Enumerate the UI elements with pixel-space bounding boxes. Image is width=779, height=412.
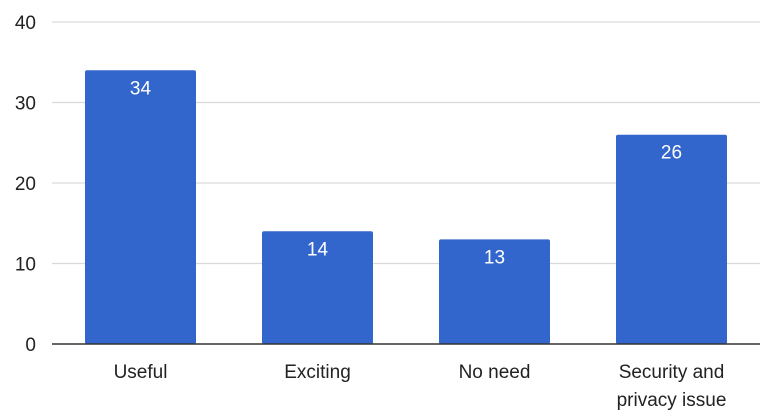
y-tick-label: 40 [15,13,36,34]
bar [85,70,196,345]
bars [85,70,727,345]
bar [262,231,373,344]
category-label: Security and [619,362,725,383]
x-axis-category-labels: Useful Exciting No need Security and privacy… [114,362,727,411]
y-tick-label: 0 [25,335,36,356]
category-label: No need [459,362,531,383]
category-label: Exciting [284,362,351,383]
y-tick-label: 10 [15,255,36,276]
y-tick-label: 30 [15,94,36,115]
bar [439,239,550,344]
data-labels: 34 14 13 26 [130,78,682,268]
bar-value-label: 34 [130,78,152,99]
category-label: Useful [114,362,168,383]
bar-value-label: 13 [484,247,505,268]
bar-value-label: 14 [307,239,329,260]
bar [616,134,727,344]
bar-value-label: 26 [661,143,682,164]
y-axis-tick-labels: 0 10 20 30 40 [15,13,36,356]
y-tick-label: 20 [15,174,36,195]
category-label: privacy issue [617,390,727,411]
